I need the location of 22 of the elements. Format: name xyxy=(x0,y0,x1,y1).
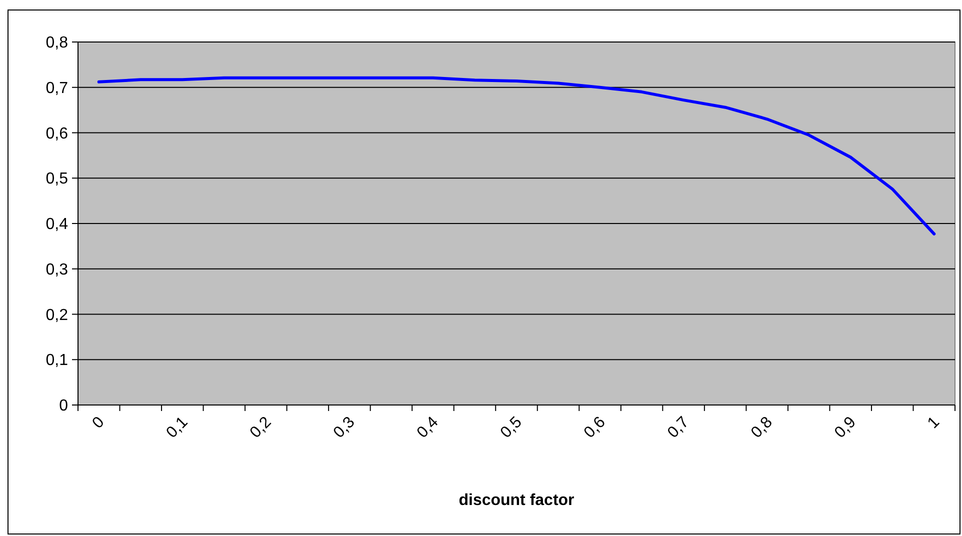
x-tick-label: 1 xyxy=(924,414,944,432)
y-tick-label: 0,7 xyxy=(46,80,68,97)
x-tick-label: 0,5 xyxy=(498,414,526,442)
y-tick-label: 0,4 xyxy=(46,216,68,234)
x-tick-label: 0,7 xyxy=(664,414,692,442)
x-tick-label: 0 xyxy=(89,414,108,432)
x-tick-label: 0,2 xyxy=(247,414,275,442)
y-tick-label: 0,3 xyxy=(46,261,68,278)
y-tick-label: 0,2 xyxy=(46,306,68,324)
x-tick-label: 0,3 xyxy=(330,414,358,442)
x-tick-label: 0,6 xyxy=(581,414,609,442)
y-tick-label: 0,1 xyxy=(46,352,68,370)
y-tick-label: 0,5 xyxy=(46,170,68,188)
x-tick-label: 0,8 xyxy=(748,414,776,442)
y-tick-label: 0 xyxy=(59,398,68,415)
x-tick-label: 0,4 xyxy=(414,414,442,442)
x-tick-label: 0,1 xyxy=(163,414,192,442)
line-series xyxy=(97,76,936,236)
y-tick-label: 0,6 xyxy=(46,125,68,142)
y-tick-label: 0,8 xyxy=(46,34,68,52)
x-axis-title: discount factor xyxy=(458,492,574,509)
x-tick-label: 0,9 xyxy=(832,414,860,442)
